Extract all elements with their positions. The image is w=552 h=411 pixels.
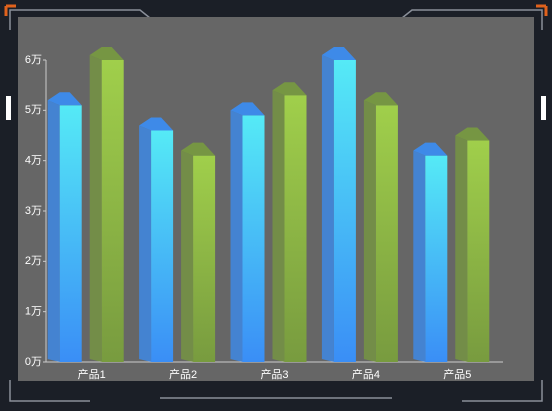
frame-corner [4, 4, 548, 16]
bar [151, 130, 174, 362]
bar-side [363, 100, 376, 363]
bar-side [139, 125, 152, 362]
bar-top [413, 142, 448, 156]
bar-side [455, 135, 468, 362]
x-tick-label: 产品2 [169, 367, 197, 381]
bar-side [321, 55, 334, 362]
bar-side [181, 150, 194, 362]
bar-top [89, 47, 124, 60]
x-tick-label: 产品1 [78, 367, 106, 381]
bar [333, 60, 356, 362]
bar-top [363, 92, 398, 106]
bar [284, 95, 307, 362]
y-tick-label: 5万 [25, 104, 42, 116]
y-tick-label: 1万 [25, 306, 42, 318]
bar-top [455, 127, 490, 141]
x-tick-label: 产品4 [352, 367, 380, 381]
bar-side [47, 100, 60, 363]
bar-top [272, 82, 307, 96]
bar [59, 105, 82, 363]
bar [242, 115, 265, 362]
bar-side [272, 90, 285, 362]
y-tick-label: 0万 [25, 356, 42, 368]
bar [467, 140, 490, 362]
frame-marker [541, 96, 546, 120]
bar-top [139, 117, 174, 131]
y-tick-label: 4万 [25, 155, 42, 167]
x-tick-label: 产品5 [443, 367, 471, 381]
x-tick-label: 产品3 [260, 367, 288, 381]
bar [101, 60, 124, 362]
frame [9, 9, 543, 402]
frame-marker [6, 96, 11, 120]
bar-side [230, 110, 243, 362]
bar-top [47, 92, 82, 106]
bar-top [230, 102, 265, 116]
bar-top [321, 47, 356, 60]
bar-top [181, 142, 216, 156]
bar-side [413, 150, 426, 362]
y-tick-label: 2万 [25, 255, 42, 267]
bar [375, 105, 398, 363]
y-tick-label: 3万 [25, 205, 42, 217]
bar [193, 155, 216, 362]
bar-side [89, 55, 102, 362]
y-tick-label: 6万 [25, 54, 42, 66]
bar [425, 155, 448, 362]
